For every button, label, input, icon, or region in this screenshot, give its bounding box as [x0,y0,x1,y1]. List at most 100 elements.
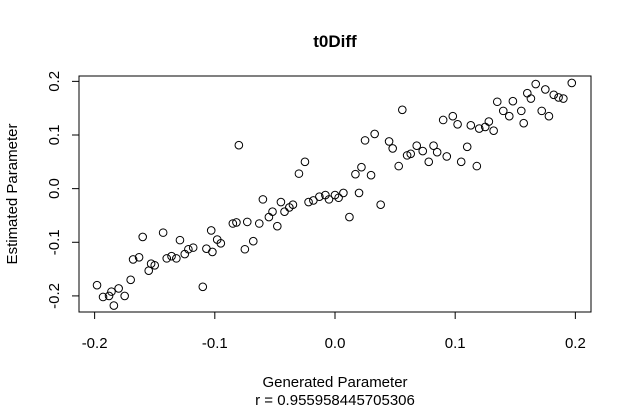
plot-frame [78,75,592,313]
data-point [418,146,428,156]
data-point [489,126,498,136]
data-points [92,78,577,310]
data-point [541,85,550,94]
data-point [498,106,508,116]
y-axis: -0.2 -0.1 0.0 0.1 0.2 [46,71,80,309]
data-point [531,79,541,89]
x-tick-label: 0.1 [445,335,466,352]
data-point [567,78,577,88]
data-point [376,200,385,210]
data-point [516,106,526,116]
data-point [273,221,282,231]
y-tick-label: 0.2 [46,71,63,92]
data-point [276,197,286,207]
data-point [114,284,123,293]
data-point [248,236,258,246]
data-point [429,141,438,151]
data-point [208,247,217,257]
x-tick-label: 0.0 [325,335,346,352]
data-point [162,254,172,263]
y-axis-label: Estimated Parameter [4,124,21,265]
data-point [107,287,116,296]
data-point [104,291,114,301]
data-point [206,226,216,235]
data-point [462,142,472,152]
x-tick-label: -0.1 [202,335,228,352]
data-point [559,94,568,103]
data-point [442,152,452,161]
data-point [412,141,422,151]
data-point [466,121,476,130]
x-axis: -0.2 -0.1 0.0 0.1 0.2 [82,311,586,352]
data-point [504,111,514,121]
data-point [370,129,379,139]
data-point [232,218,241,227]
data-point [523,88,532,98]
data-point [324,195,334,204]
data-point [424,157,434,167]
data-point [366,170,376,180]
chart-title: t0Diff [313,32,357,51]
data-point [474,124,484,133]
data-point [549,90,559,100]
data-point [519,118,528,128]
y-tick-label: -0.1 [46,229,63,255]
data-point [300,157,310,167]
data-point [334,193,343,203]
data-point [339,188,348,198]
data-point [448,111,458,121]
data-point [406,149,416,159]
data-point [288,200,298,210]
data-point [472,161,482,171]
data-point [228,219,238,228]
data-point [432,147,442,157]
data-point [484,117,494,126]
data-point [184,244,193,254]
data-point [242,217,252,227]
data-point [508,96,518,106]
data-point [198,282,208,292]
data-point [126,275,135,285]
data-point [492,97,502,107]
data-point [175,235,185,245]
data-point [92,280,102,290]
y-tick-label: 0.1 [46,125,63,146]
data-point [144,266,154,276]
data-point [254,219,264,228]
x-tick-label: -0.2 [82,335,108,352]
data-point [240,244,250,254]
data-point [315,192,324,201]
data-point [354,188,364,198]
data-point [398,105,407,115]
data-point [351,169,360,179]
data-point [309,196,318,205]
data-point [98,292,108,302]
data-point [456,157,466,167]
data-point [357,162,366,172]
data-point [388,144,397,153]
data-point [268,207,277,216]
data-point [158,228,168,237]
data-point [526,94,536,103]
data-point [138,232,147,242]
data-point [216,239,226,248]
x-tick-label: 0.2 [565,335,586,352]
data-point [234,140,244,150]
data-point [345,212,354,222]
data-point [167,251,176,261]
x-axis-label: Generated Parameter [262,374,407,391]
data-point [134,252,144,262]
data-point [188,243,198,252]
correlation-subtitle: r = 0.955958445705306 [255,392,415,409]
data-point [360,136,370,145]
data-point [280,207,289,216]
data-point [438,115,448,125]
data-point [172,254,181,263]
data-point [394,161,403,171]
data-point [109,301,119,310]
data-point [304,197,313,207]
data-point [120,291,129,301]
data-point [554,93,563,102]
data-point [453,119,462,129]
